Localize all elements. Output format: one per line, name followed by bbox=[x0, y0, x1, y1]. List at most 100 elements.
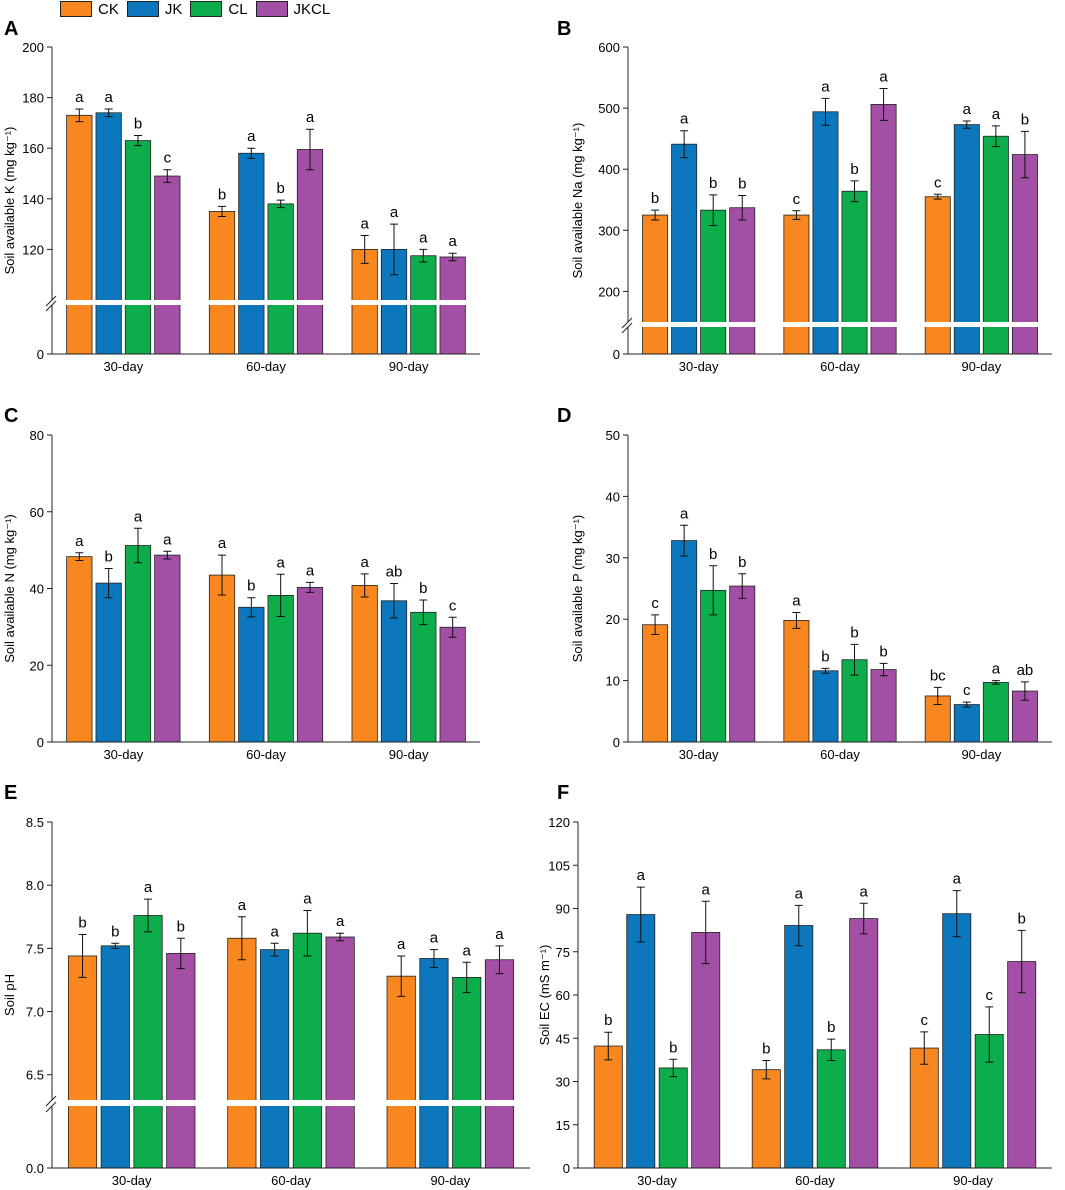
error-bar bbox=[75, 552, 84, 561]
significance-letter: a bbox=[163, 531, 172, 548]
error-bar bbox=[419, 599, 428, 626]
y-tick-label: 0 bbox=[37, 735, 44, 750]
error-bar bbox=[821, 97, 830, 126]
bar-jk-30-day bbox=[671, 540, 698, 743]
y-tick-label: 40 bbox=[30, 582, 44, 597]
significance-letter: bc bbox=[930, 667, 946, 684]
significance-letter: a bbox=[306, 562, 315, 579]
x-tick-label: 90-day bbox=[389, 359, 429, 374]
bar-jkcl-90-day bbox=[439, 256, 466, 355]
error-bar bbox=[651, 209, 660, 221]
error-bar bbox=[962, 701, 971, 708]
x-tick-label: 90-day bbox=[961, 747, 1001, 762]
y-tick-label: 7.0 bbox=[26, 1005, 44, 1020]
panel-label-d: D bbox=[557, 405, 572, 427]
error-bar bbox=[360, 573, 369, 598]
error-bar bbox=[879, 662, 888, 677]
error-bar bbox=[680, 524, 689, 557]
y-axis-label: Soil available N (mg kg⁻¹) bbox=[2, 514, 17, 662]
significance-letter: b bbox=[276, 180, 284, 197]
error-bar bbox=[850, 180, 859, 203]
error-bar bbox=[962, 120, 971, 129]
significance-letter: b bbox=[651, 190, 659, 207]
significance-letter: a bbox=[821, 78, 830, 95]
bar-cl-30-day bbox=[658, 1067, 688, 1169]
bar-cl-90-day bbox=[982, 682, 1009, 743]
significance-letter: a bbox=[463, 942, 472, 959]
error-bar bbox=[762, 1059, 771, 1080]
significance-letter: a bbox=[144, 879, 153, 896]
x-tick-label: 60-day bbox=[820, 747, 860, 762]
x-tick-label: 60-day bbox=[795, 1173, 835, 1188]
y-tick-label: 140 bbox=[22, 192, 44, 207]
bar-jkcl-30-day bbox=[729, 585, 756, 743]
error-bar bbox=[495, 945, 504, 975]
legend-item-jk: JK bbox=[126, 1, 182, 18]
error-bar bbox=[920, 1031, 929, 1065]
significance-letter: b bbox=[247, 578, 255, 595]
significance-letter: a bbox=[360, 215, 369, 232]
bar-jkcl-30-day bbox=[154, 554, 181, 743]
bar-jk-90-day bbox=[942, 913, 972, 1169]
error-bar bbox=[133, 527, 142, 564]
bar-ck-60-day bbox=[783, 620, 810, 743]
error-bar bbox=[701, 900, 710, 965]
error-bar bbox=[933, 193, 942, 200]
bar-cl-90-day bbox=[982, 135, 1009, 355]
significance-letter: b bbox=[104, 549, 112, 566]
significance-letter: a bbox=[430, 930, 439, 947]
error-bar bbox=[390, 223, 399, 276]
bar-jkcl-60-day bbox=[325, 936, 355, 1169]
error-bar bbox=[827, 1038, 836, 1061]
y-tick-label: 40 bbox=[606, 489, 620, 504]
legend-swatch-jk bbox=[126, 1, 159, 17]
significance-letter: b bbox=[218, 186, 226, 203]
error-bar bbox=[462, 961, 471, 994]
bar-jkcl-60-day bbox=[296, 586, 324, 743]
y-tick-label: 20 bbox=[606, 612, 620, 627]
legend-item-cl: CL bbox=[190, 1, 248, 18]
significance-letter: ab bbox=[1017, 662, 1034, 679]
significance-letter: a bbox=[795, 885, 804, 902]
significance-letter: a bbox=[218, 535, 227, 552]
significance-letter: b bbox=[669, 1039, 677, 1056]
significance-letter: b bbox=[419, 580, 427, 597]
significance-letter: a bbox=[247, 128, 256, 145]
panel-label-a: A bbox=[4, 18, 19, 40]
bar-jk-60-day bbox=[238, 152, 265, 355]
bar-cl-30-day bbox=[124, 545, 152, 743]
significance-letter: a bbox=[992, 106, 1001, 123]
error-bar bbox=[792, 210, 801, 220]
significance-letter: b bbox=[738, 554, 746, 571]
bar-jk-30-day bbox=[671, 143, 698, 355]
error-bar bbox=[111, 942, 120, 949]
y-axis-label: Soil available K (mg kg⁻¹) bbox=[2, 127, 17, 275]
x-tick-label: 60-day bbox=[820, 359, 860, 374]
bar-ck-60-day bbox=[783, 214, 810, 355]
bar-jkcl-90-day bbox=[1011, 154, 1038, 355]
x-tick-label: 30-day bbox=[103, 359, 143, 374]
error-bar bbox=[1020, 130, 1029, 179]
axis-break-mark bbox=[621, 322, 633, 334]
y-tick-label: 0 bbox=[563, 1161, 570, 1176]
error-bar bbox=[144, 898, 153, 933]
significance-letter: a bbox=[792, 592, 801, 609]
y-tick-label: 500 bbox=[598, 101, 620, 116]
y-tick-label: 6.5 bbox=[26, 1068, 44, 1083]
error-bar bbox=[218, 554, 227, 596]
bar-cl-60-day bbox=[267, 203, 294, 355]
x-tick-label: 60-day bbox=[246, 359, 286, 374]
y-axis-label: Soil pH bbox=[2, 974, 17, 1016]
y-tick-label: 105 bbox=[548, 858, 570, 873]
significance-letter: a bbox=[397, 936, 406, 953]
error-bar bbox=[448, 616, 457, 638]
x-tick-label: 60-day bbox=[246, 747, 286, 762]
significance-letter: a bbox=[680, 111, 689, 128]
legend-label-ck: CK bbox=[98, 0, 119, 18]
significance-letter: b bbox=[850, 161, 858, 178]
y-axis-label: Soil available Na (mg kg⁻¹) bbox=[570, 123, 585, 279]
significance-letter: a bbox=[306, 109, 315, 126]
axis-break-gap bbox=[40, 1100, 532, 1106]
significance-letter: b bbox=[1018, 910, 1026, 927]
error-bar bbox=[429, 949, 438, 968]
